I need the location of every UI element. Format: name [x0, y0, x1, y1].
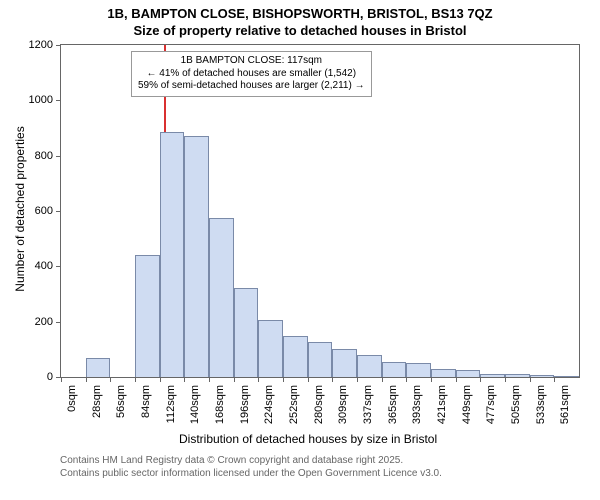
annotation-box: 1B BAMPTON CLOSE: 117sqm ← 41% of detach… [131, 51, 372, 97]
annotation-line-1: 1B BAMPTON CLOSE: 117sqm [138, 55, 365, 68]
y-axis-label: Number of detached properties [13, 119, 27, 299]
xtick-mark [480, 377, 481, 382]
histogram-bar [382, 362, 407, 377]
histogram-bar [530, 375, 555, 377]
chart-title: 1B, BAMPTON CLOSE, BISHOPSWORTH, BRISTOL… [0, 0, 600, 40]
title-line-1: 1B, BAMPTON CLOSE, BISHOPSWORTH, BRISTOL… [0, 6, 600, 23]
xtick-label: 28sqm [91, 385, 103, 430]
xtick-mark [61, 377, 62, 382]
footer-line-1: Contains HM Land Registry data © Crown c… [60, 454, 442, 467]
xtick-mark [209, 377, 210, 382]
chart-container: 1B, BAMPTON CLOSE, BISHOPSWORTH, BRISTOL… [0, 0, 600, 500]
histogram-bar [86, 358, 111, 377]
histogram-bar [184, 136, 209, 377]
histogram-bar [554, 376, 579, 377]
xtick-mark [406, 377, 407, 382]
ytick-label: 800 [35, 150, 53, 162]
xtick-label: 393sqm [411, 385, 423, 430]
xtick-mark [283, 377, 284, 382]
xtick-mark [86, 377, 87, 382]
xtick-label: 0sqm [66, 385, 78, 430]
xtick-label: 477sqm [485, 385, 497, 430]
footer-attribution: Contains HM Land Registry data © Crown c… [60, 454, 442, 480]
xtick-mark [184, 377, 185, 382]
ytick-mark [56, 211, 61, 212]
ytick-mark [56, 322, 61, 323]
histogram-bar [332, 349, 357, 377]
xtick-label: 84sqm [140, 385, 152, 430]
histogram-bar [283, 336, 308, 378]
title-line-2: Size of property relative to detached ho… [0, 23, 600, 40]
plot-area: 1B BAMPTON CLOSE: 117sqm ← 41% of detach… [60, 44, 580, 378]
xtick-mark [382, 377, 383, 382]
xtick-label: 140sqm [189, 385, 201, 430]
ytick-label: 0 [47, 371, 53, 383]
xtick-label: 280sqm [313, 385, 325, 430]
histogram-bar [456, 370, 481, 377]
xtick-mark [308, 377, 309, 382]
ytick-mark [56, 100, 61, 101]
histogram-bar [357, 355, 382, 377]
xtick-mark [456, 377, 457, 382]
ytick-label: 400 [35, 260, 53, 272]
xtick-mark [110, 377, 111, 382]
ytick-label: 200 [35, 316, 53, 328]
xtick-mark [530, 377, 531, 382]
xtick-label: 56sqm [115, 385, 127, 430]
xtick-label: 561sqm [559, 385, 571, 430]
histogram-bar [160, 132, 185, 377]
histogram-bar [234, 288, 259, 377]
ytick-mark [56, 45, 61, 46]
xtick-label: 196sqm [239, 385, 251, 430]
xtick-label: 112sqm [165, 385, 177, 430]
xtick-mark [332, 377, 333, 382]
histogram-bar [135, 255, 160, 377]
xtick-mark [258, 377, 259, 382]
xtick-label: 449sqm [461, 385, 473, 430]
xtick-label: 365sqm [387, 385, 399, 430]
xtick-label: 168sqm [214, 385, 226, 430]
ytick-label: 600 [35, 205, 53, 217]
histogram-bar [480, 374, 505, 377]
x-axis-label: Distribution of detached houses by size … [179, 432, 437, 446]
histogram-bar [505, 374, 530, 377]
xtick-label: 533sqm [535, 385, 547, 430]
xtick-label: 252sqm [288, 385, 300, 430]
xtick-mark [234, 377, 235, 382]
xtick-mark [135, 377, 136, 382]
ytick-label: 1200 [29, 39, 53, 51]
xtick-mark [505, 377, 506, 382]
ytick-mark [56, 156, 61, 157]
histogram-bar [258, 320, 283, 377]
histogram-bar [209, 218, 234, 377]
footer-line-2: Contains public sector information licen… [60, 467, 442, 480]
xtick-mark [160, 377, 161, 382]
xtick-mark [554, 377, 555, 382]
xtick-label: 224sqm [263, 385, 275, 430]
ytick-mark [56, 266, 61, 267]
xtick-mark [431, 377, 432, 382]
ytick-label: 1000 [29, 94, 53, 106]
histogram-bar [406, 363, 431, 377]
annotation-line-2: ← 41% of detached houses are smaller (1,… [138, 68, 365, 81]
xtick-mark [357, 377, 358, 382]
xtick-label: 309sqm [337, 385, 349, 430]
xtick-label: 421sqm [436, 385, 448, 430]
xtick-label: 505sqm [510, 385, 522, 430]
xtick-label: 337sqm [362, 385, 374, 430]
histogram-bar [308, 342, 333, 377]
histogram-bar [431, 369, 456, 377]
annotation-line-3: 59% of semi-detached houses are larger (… [138, 80, 365, 93]
